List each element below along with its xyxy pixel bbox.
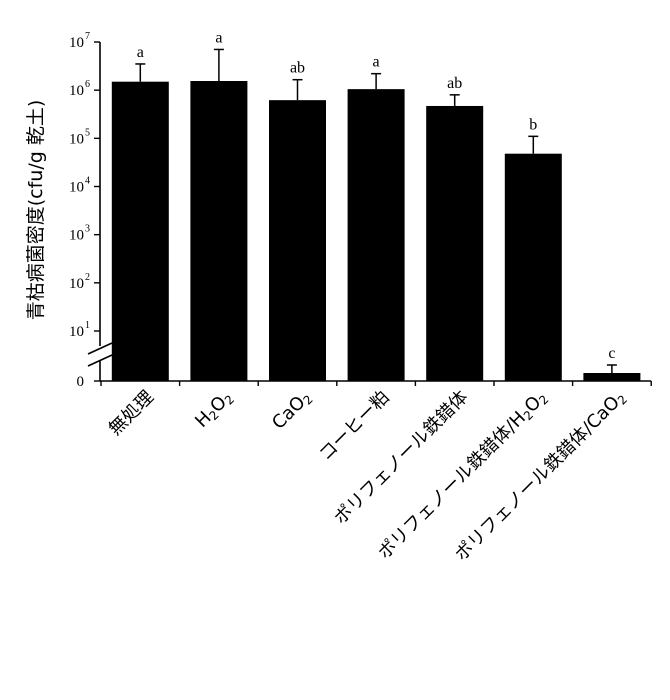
- significance-letter: ab: [290, 60, 305, 77]
- bar: [111, 81, 169, 381]
- y-tick-exponent: 4: [85, 176, 90, 187]
- y-tick-label: 0: [77, 374, 85, 390]
- y-tick-label: 10: [69, 324, 84, 340]
- significance-letter: b: [529, 116, 537, 133]
- bar: [190, 80, 248, 381]
- category-label: ポリフェノール鉄錯体/CaO2: [451, 387, 630, 566]
- significance-letter: a: [373, 54, 380, 71]
- y-tick-label: 10: [69, 83, 84, 99]
- category-label: コーヒー粕: [315, 387, 393, 465]
- y-tick-exponent: 6: [85, 79, 90, 90]
- category-label: ポリフェノール鉄錯体: [330, 387, 472, 529]
- category-label: 無処理: [105, 387, 158, 440]
- significance-letter: a: [137, 44, 144, 61]
- y-tick-label: 10: [69, 276, 84, 292]
- bar: [583, 373, 641, 381]
- y-tick-label: 10: [69, 35, 84, 51]
- bar: [426, 105, 484, 381]
- axis-break-mark-lower: [87, 354, 113, 367]
- significance-letter: c: [608, 345, 615, 362]
- y-tick-exponent: 5: [85, 127, 90, 138]
- bar: [347, 89, 405, 381]
- y-tick-label: 10: [69, 180, 84, 196]
- bar: [269, 100, 326, 381]
- y-tick-exponent: 1: [85, 320, 90, 331]
- y-axis-label: 青枯病菌密度(cfu/g 乾土): [25, 100, 47, 321]
- category-label: H2O2: [191, 387, 237, 433]
- y-tick-exponent: 7: [85, 31, 90, 42]
- significance-letter: ab: [447, 75, 462, 92]
- y-tick-exponent: 2: [85, 272, 90, 283]
- bar: [504, 153, 562, 381]
- significance-letter: a: [215, 29, 222, 46]
- y-tick-exponent: 3: [85, 224, 90, 235]
- category-label: CaO2: [268, 387, 316, 435]
- y-tick-label: 10: [69, 131, 84, 147]
- axis-break-mark-upper: [87, 342, 113, 355]
- y-tick-label: 10: [69, 228, 84, 244]
